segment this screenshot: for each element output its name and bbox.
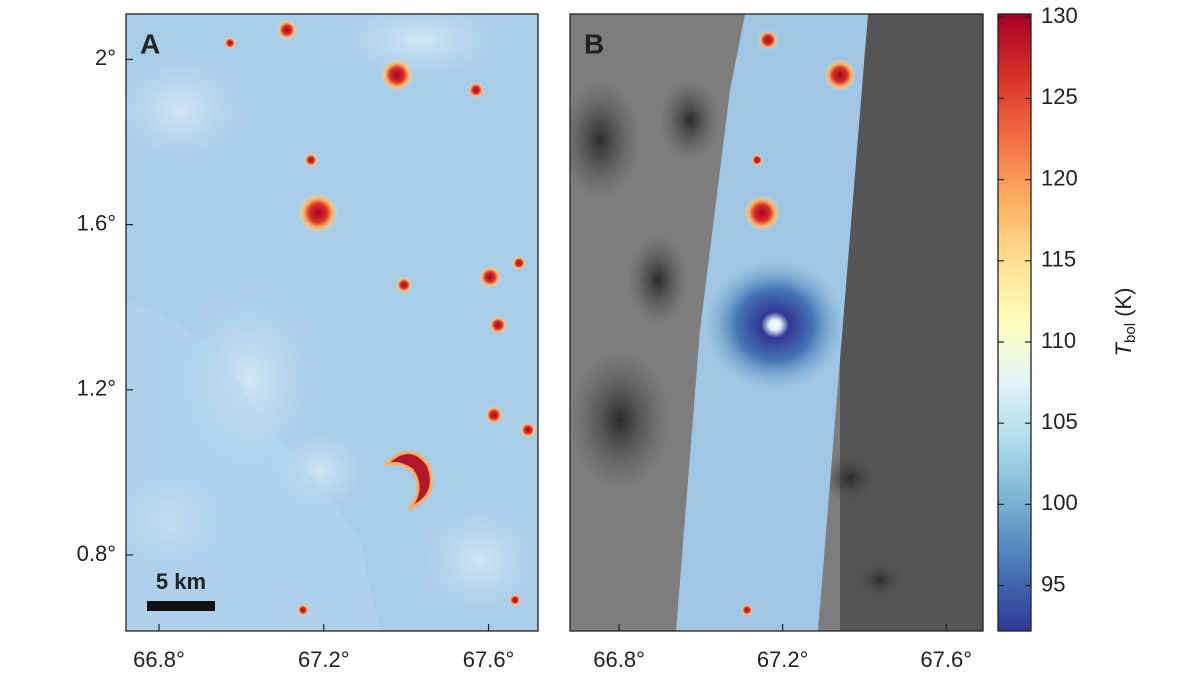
x-tick-label: 66.8°: [593, 647, 645, 672]
hot-spot: [468, 82, 484, 98]
y-tick-label: 0.8°: [77, 541, 116, 566]
hot-spot: [298, 193, 338, 233]
panel-frame: [569, 13, 984, 632]
x-tick-label: 67.2°: [757, 647, 809, 672]
hot-spot: [381, 59, 413, 91]
scale-bar-label: 5 km: [156, 569, 206, 594]
hot-spot: [485, 406, 503, 424]
scale-bar: [147, 601, 215, 611]
hot-spot: [741, 604, 753, 616]
colorbar-tick-label: 95: [1041, 571, 1065, 596]
x-tick-label: 67.6°: [920, 647, 972, 672]
panel-label: B: [584, 28, 604, 59]
hot-spot: [751, 154, 763, 166]
label-symbol: T: [1111, 341, 1136, 356]
crater: [855, 560, 905, 600]
hot-spot: [489, 316, 507, 334]
colorbar-tick-label: 125: [1041, 84, 1078, 109]
colorbar-tick-label: 105: [1041, 409, 1078, 434]
crater: [570, 350, 670, 490]
hot-spot: [512, 256, 526, 270]
x-tick-label: 67.2°: [298, 647, 350, 672]
pale-region: [400, 490, 538, 630]
pale-region: [126, 40, 270, 180]
panel-label: A: [140, 28, 160, 59]
hot-spot: [304, 153, 318, 167]
crater: [822, 453, 878, 503]
colorbar: [998, 14, 1031, 631]
colorbar-tick-label: 120: [1041, 165, 1078, 190]
hot-spot: [824, 59, 856, 91]
panel-frame: [125, 13, 539, 632]
colorbar-tick-label: 100: [1041, 490, 1078, 515]
x-tick-label: 66.8°: [133, 647, 185, 672]
y-tick-label: 2°: [95, 45, 116, 70]
map-image: [126, 14, 538, 631]
hot-spot: [224, 37, 236, 49]
crater: [660, 80, 720, 160]
crater-rim: [383, 451, 433, 512]
hot-spot: [479, 266, 501, 288]
hot-spot: [744, 195, 780, 231]
x-tick-label: 67.6°: [463, 647, 515, 672]
map-image: [570, 14, 983, 631]
colorbar-label: Tbol (K): [1111, 288, 1139, 357]
pale-region: [310, 14, 530, 90]
colorbar-frame: [997, 13, 1032, 632]
y-tick-label: 1.2°: [77, 376, 116, 401]
hot-spot: [396, 277, 412, 293]
hot-spot: [509, 594, 521, 606]
hot-spot: [758, 30, 778, 50]
cold-trap: [705, 260, 845, 390]
y-tick-label: 1.6°: [77, 210, 116, 235]
crater: [628, 235, 688, 325]
terrain-dark: [840, 14, 983, 631]
hot-spot: [297, 604, 309, 616]
label-unit: (K): [1111, 288, 1136, 317]
hot-spot: [277, 20, 297, 40]
ridge: [126, 300, 380, 631]
label-subscript: bol: [1122, 323, 1139, 343]
crater: [570, 80, 640, 200]
colorbar-tick-label: 110: [1041, 328, 1076, 353]
hot-spot: [520, 422, 536, 438]
colorbar-tick-label: 130: [1041, 3, 1078, 28]
colorbar-tick-label: 115: [1041, 247, 1076, 272]
